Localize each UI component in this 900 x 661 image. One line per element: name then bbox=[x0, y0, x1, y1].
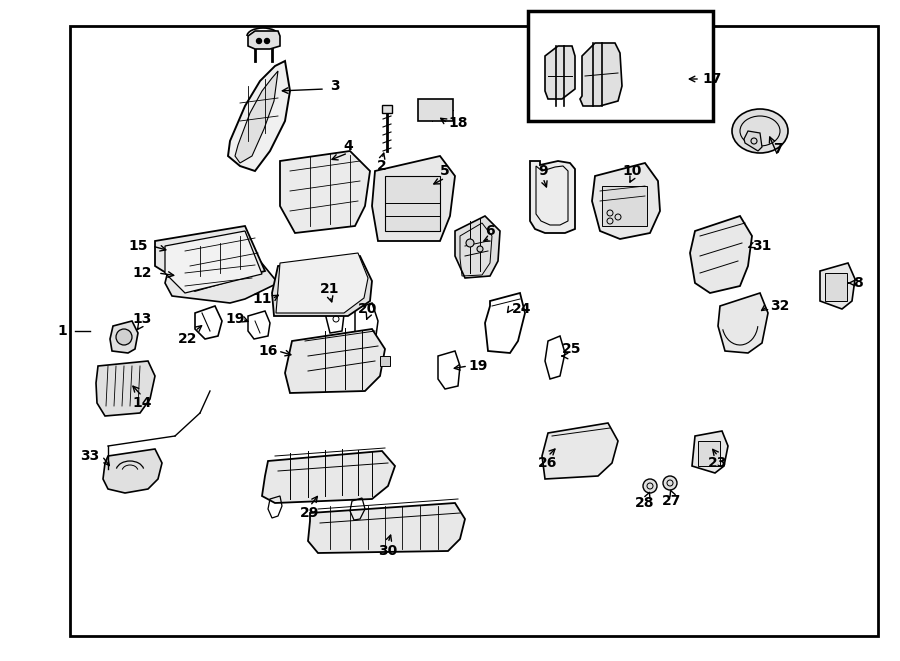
Text: 3: 3 bbox=[330, 79, 340, 93]
Circle shape bbox=[116, 329, 132, 345]
Bar bbox=[385, 176, 440, 231]
Bar bbox=[380, 356, 390, 366]
Circle shape bbox=[643, 479, 657, 493]
Text: 9: 9 bbox=[538, 164, 548, 178]
Polygon shape bbox=[744, 131, 762, 151]
Text: 30: 30 bbox=[378, 544, 398, 558]
Text: 27: 27 bbox=[662, 494, 681, 508]
Text: 18: 18 bbox=[448, 116, 468, 130]
Polygon shape bbox=[248, 31, 280, 49]
Text: 24: 24 bbox=[512, 302, 532, 316]
Bar bbox=[382, 105, 392, 113]
Polygon shape bbox=[235, 71, 278, 163]
Text: 29: 29 bbox=[301, 506, 320, 520]
Polygon shape bbox=[580, 43, 622, 106]
Polygon shape bbox=[103, 449, 162, 493]
Text: 31: 31 bbox=[752, 239, 771, 253]
Polygon shape bbox=[545, 46, 575, 99]
Text: 17: 17 bbox=[702, 72, 722, 86]
Text: 21: 21 bbox=[320, 282, 340, 296]
Text: 10: 10 bbox=[622, 164, 642, 178]
Text: 23: 23 bbox=[708, 456, 728, 470]
Text: 6: 6 bbox=[485, 224, 495, 238]
Polygon shape bbox=[372, 156, 455, 241]
Text: 1: 1 bbox=[57, 324, 67, 338]
Text: 19: 19 bbox=[468, 359, 488, 373]
Text: 22: 22 bbox=[178, 332, 198, 346]
Circle shape bbox=[265, 38, 269, 44]
Polygon shape bbox=[592, 163, 660, 239]
Text: 33: 33 bbox=[80, 449, 100, 463]
Text: 32: 32 bbox=[770, 299, 789, 313]
Polygon shape bbox=[165, 231, 262, 293]
Polygon shape bbox=[96, 361, 155, 416]
Text: 19: 19 bbox=[225, 312, 245, 326]
Text: 12: 12 bbox=[132, 266, 152, 280]
Polygon shape bbox=[718, 293, 768, 353]
Bar bbox=[528, 11, 713, 121]
Text: 20: 20 bbox=[358, 302, 378, 316]
Polygon shape bbox=[110, 321, 138, 353]
Polygon shape bbox=[272, 256, 372, 316]
Bar bbox=[602, 186, 647, 226]
Text: 26: 26 bbox=[538, 456, 558, 470]
Text: 25: 25 bbox=[562, 342, 581, 356]
Polygon shape bbox=[308, 503, 465, 553]
Polygon shape bbox=[542, 423, 618, 479]
Polygon shape bbox=[455, 216, 500, 278]
Polygon shape bbox=[228, 61, 290, 171]
Polygon shape bbox=[285, 329, 385, 393]
Polygon shape bbox=[165, 261, 278, 303]
Bar bbox=[698, 441, 720, 466]
Circle shape bbox=[466, 239, 474, 247]
Circle shape bbox=[477, 246, 483, 252]
Text: 7: 7 bbox=[773, 142, 783, 156]
Bar bbox=[70, 26, 878, 636]
Circle shape bbox=[256, 38, 262, 44]
Circle shape bbox=[663, 476, 677, 490]
Text: 28: 28 bbox=[635, 496, 655, 510]
Polygon shape bbox=[820, 263, 855, 309]
Text: 15: 15 bbox=[128, 239, 148, 253]
Ellipse shape bbox=[732, 109, 788, 153]
Polygon shape bbox=[692, 431, 728, 473]
Bar bbox=[418, 99, 453, 121]
Polygon shape bbox=[280, 151, 370, 233]
Polygon shape bbox=[262, 451, 395, 503]
Text: 11: 11 bbox=[252, 292, 272, 306]
Polygon shape bbox=[690, 216, 752, 293]
Text: 4: 4 bbox=[343, 139, 353, 153]
Text: 5: 5 bbox=[440, 164, 450, 178]
Polygon shape bbox=[530, 161, 575, 233]
Polygon shape bbox=[276, 253, 368, 313]
Polygon shape bbox=[155, 226, 265, 291]
Text: 14: 14 bbox=[132, 396, 152, 410]
Text: 16: 16 bbox=[258, 344, 278, 358]
Text: 13: 13 bbox=[132, 312, 152, 326]
Text: 8: 8 bbox=[853, 276, 863, 290]
Bar bbox=[825, 273, 847, 301]
Text: 2: 2 bbox=[377, 159, 387, 173]
